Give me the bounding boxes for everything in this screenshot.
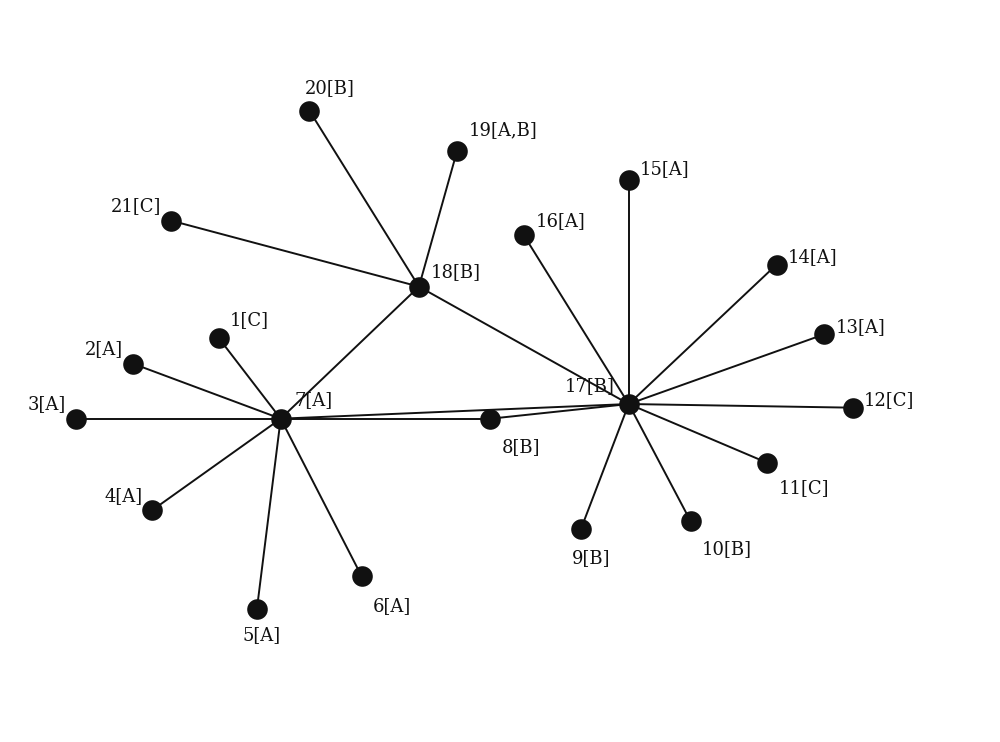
Point — [301, 105, 317, 116]
Text: 3[A]: 3[A] — [28, 395, 66, 413]
Point — [449, 145, 465, 157]
Point — [249, 603, 265, 615]
Text: 11[C]: 11[C] — [778, 479, 829, 497]
Text: 2[A]: 2[A] — [85, 340, 123, 358]
Point — [211, 332, 227, 344]
Text: 13[A]: 13[A] — [836, 318, 885, 336]
Text: 14[A]: 14[A] — [788, 249, 838, 266]
Point — [516, 229, 532, 241]
Text: 10[B]: 10[B] — [702, 540, 752, 558]
Point — [769, 259, 785, 271]
Point — [482, 413, 498, 424]
Point — [621, 174, 637, 186]
Point — [683, 516, 699, 528]
Point — [845, 401, 861, 413]
Text: 12[C]: 12[C] — [864, 391, 915, 410]
Text: 16[A]: 16[A] — [535, 211, 585, 229]
Text: 8[B]: 8[B] — [502, 438, 540, 456]
Point — [163, 214, 179, 226]
Text: 1[C]: 1[C] — [230, 311, 269, 329]
Point — [125, 358, 141, 370]
Text: 17[B]: 17[B] — [565, 377, 614, 395]
Text: 15[A]: 15[A] — [640, 160, 690, 178]
Text: 6[A]: 6[A] — [373, 597, 411, 615]
Text: 21[C]: 21[C] — [111, 197, 161, 215]
Point — [68, 413, 84, 424]
Point — [621, 398, 637, 410]
Point — [273, 413, 289, 424]
Point — [144, 505, 160, 516]
Text: 4[A]: 4[A] — [104, 487, 142, 505]
Point — [354, 571, 370, 582]
Text: 20[B]: 20[B] — [305, 79, 354, 97]
Point — [573, 523, 589, 535]
Text: 18[B]: 18[B] — [430, 263, 480, 281]
Point — [759, 457, 775, 469]
Text: 7[A]: 7[A] — [295, 391, 333, 410]
Point — [411, 280, 427, 292]
Text: 9[B]: 9[B] — [572, 549, 610, 567]
Point — [816, 329, 832, 341]
Text: 5[A]: 5[A] — [243, 626, 281, 644]
Text: 19[A,B]: 19[A,B] — [469, 122, 537, 139]
